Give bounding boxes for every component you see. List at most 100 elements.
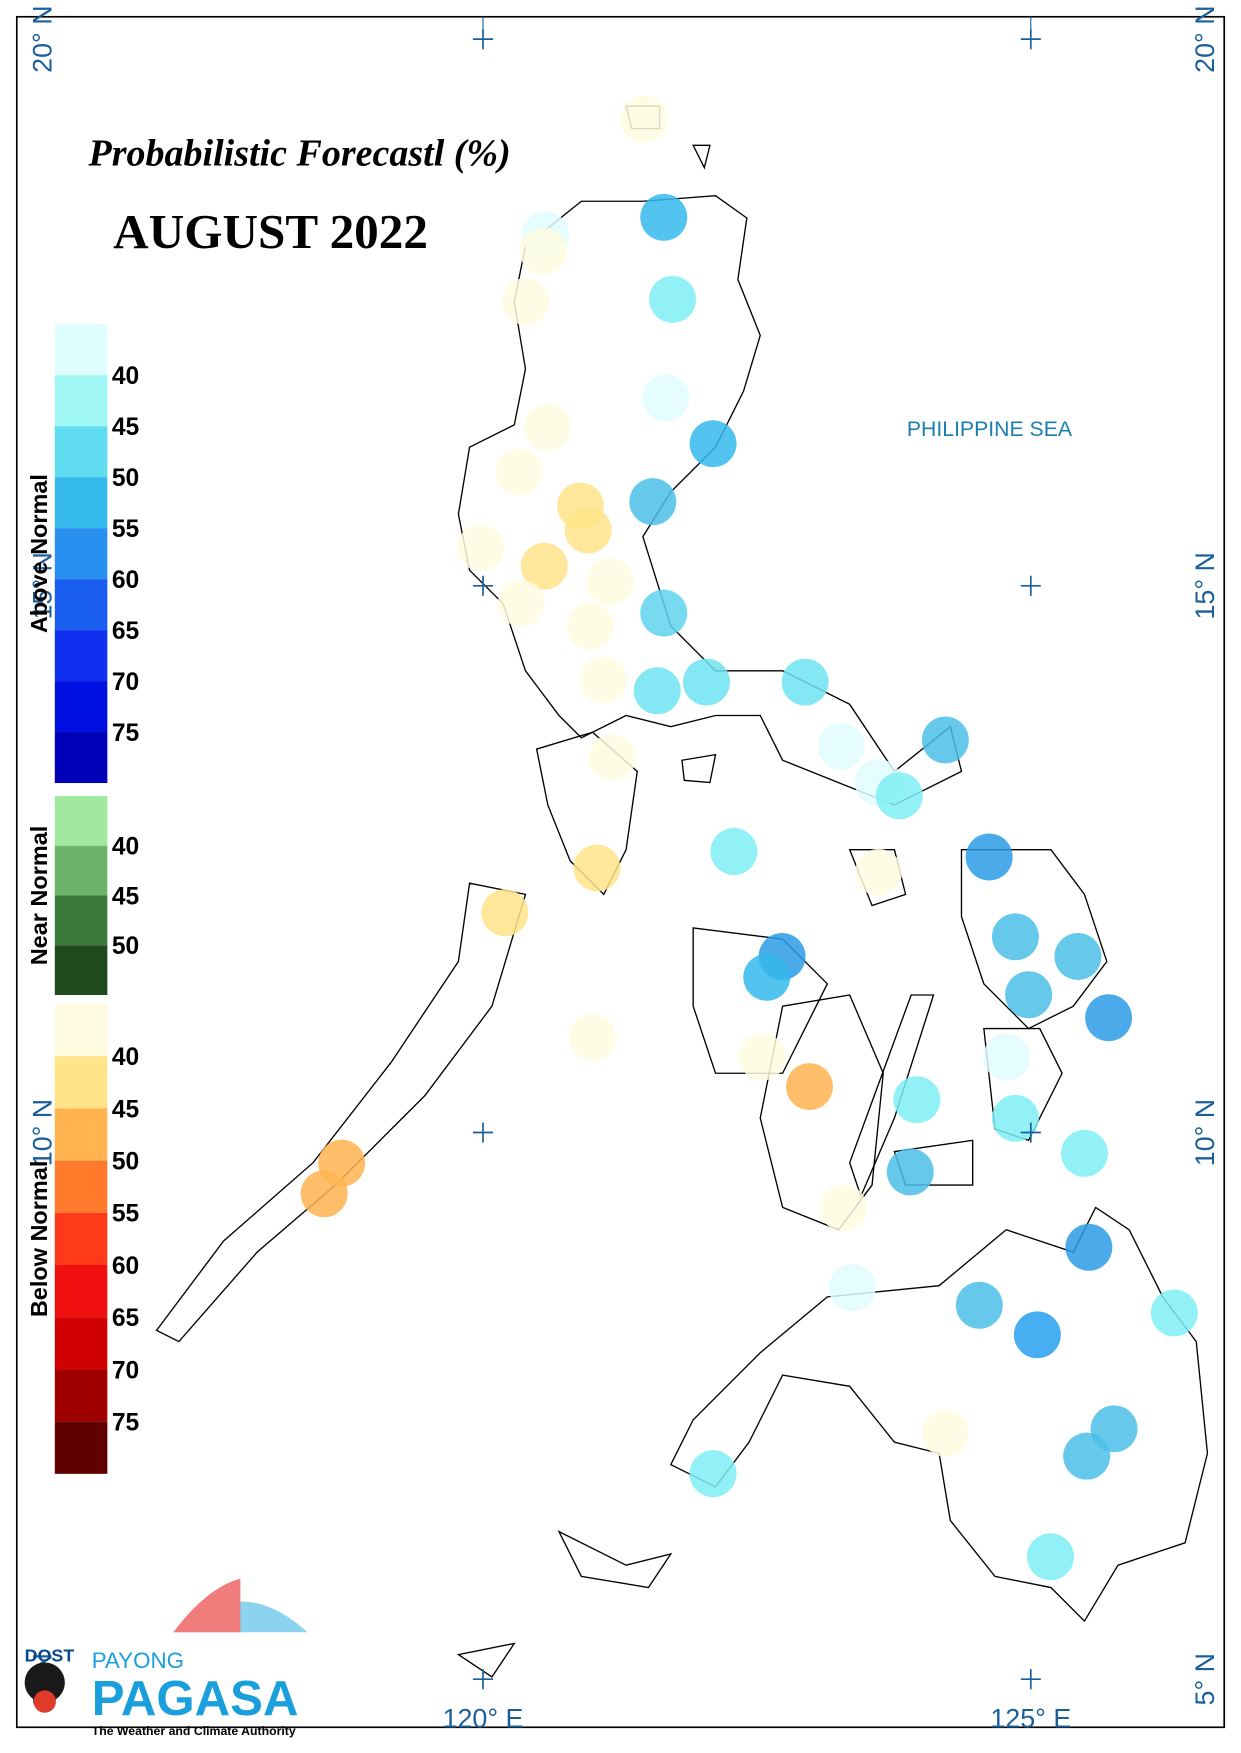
legend-swatch	[54, 1264, 108, 1318]
legend-group-title: Above Normal	[26, 474, 52, 633]
station	[564, 506, 612, 554]
station	[620, 95, 668, 143]
legend-swatch	[54, 1160, 108, 1213]
station	[781, 658, 829, 706]
logo-brand-top: PAYONG	[92, 1648, 184, 1673]
legend-label: 45	[112, 883, 139, 910]
legend-swatch	[54, 579, 108, 631]
legend-swatch	[54, 1369, 108, 1422]
legend-label: 70	[112, 669, 139, 696]
grid-cross	[472, 575, 494, 596]
y-tick-label: 15° N	[1190, 552, 1220, 619]
legend-swatch	[54, 477, 108, 529]
station	[1150, 1289, 1198, 1337]
station	[300, 1170, 348, 1218]
stations	[300, 95, 1198, 1581]
legend-swatch	[54, 1108, 108, 1161]
logo-emblem-center	[33, 1690, 56, 1713]
station	[1005, 971, 1053, 1019]
legend: 40 45 50 55 60 65 70 75 Above Normal 40 45 50 Near N…	[26, 324, 139, 1474]
legend-label: 50	[112, 1149, 139, 1176]
station	[502, 278, 550, 326]
station	[921, 1409, 969, 1457]
station	[640, 589, 688, 637]
logo-brand: PAGASA	[92, 1671, 299, 1726]
logo-tagline: The Weather and Climate Authority	[92, 1724, 296, 1738]
station	[1063, 1432, 1111, 1480]
y-tick-label: 10° N	[1190, 1099, 1220, 1166]
station	[519, 227, 567, 275]
legend-label: 60	[112, 1253, 139, 1280]
station	[633, 667, 681, 715]
station	[573, 844, 621, 892]
legend-label: 50	[112, 933, 139, 960]
logo-emblem	[24, 1662, 65, 1703]
legend-label: 45	[112, 414, 139, 441]
legend-swatch	[54, 1212, 108, 1265]
station	[689, 1450, 737, 1498]
station	[1013, 1311, 1061, 1359]
legend-swatch	[54, 630, 108, 682]
station	[786, 1063, 833, 1111]
legend-swatch	[54, 1003, 108, 1057]
station	[817, 723, 865, 771]
legend-label: 45	[112, 1096, 139, 1123]
legend-label: 75	[112, 720, 139, 747]
legend-label: 75	[112, 1410, 139, 1437]
logo-umbrella-left	[173, 1578, 241, 1633]
grid-cross	[1020, 1669, 1041, 1690]
y-tick-label: 15° N	[27, 552, 57, 619]
graticule: 120° E 125° E 20° N 20° N 15° N 15° N 10° N 10°…	[27, 5, 1220, 1733]
station	[689, 420, 737, 468]
legend-swatch	[54, 796, 108, 846]
station	[893, 1076, 941, 1124]
logo-agency: DOST	[25, 1645, 75, 1665]
legend-group-title: Below Normal	[26, 1161, 52, 1318]
station	[886, 1148, 934, 1196]
station	[497, 579, 545, 627]
y-tick-label: 20° N	[1190, 5, 1220, 72]
frame	[15, 15, 1226, 1729]
legend-label: 70	[112, 1357, 139, 1384]
station	[743, 953, 791, 1001]
y-tick-label: 20° N	[27, 5, 57, 72]
station	[1061, 1129, 1108, 1177]
x-tick-label: 120° E	[443, 1703, 524, 1733]
station	[566, 602, 614, 650]
legend-label: 65	[112, 1305, 139, 1332]
station	[855, 848, 902, 896]
legend-label: 55	[112, 516, 139, 543]
station	[580, 656, 627, 704]
map-subtitle: AUGUST 2022	[113, 204, 428, 259]
legend-label: 55	[112, 1201, 139, 1228]
station	[683, 658, 730, 706]
station	[642, 374, 690, 422]
station	[1027, 1533, 1074, 1581]
legend-swatch	[54, 681, 108, 733]
grid-cross	[1020, 1122, 1041, 1143]
legend-swatch	[54, 845, 108, 896]
sea-label: PHILIPPINE SEA	[907, 417, 1073, 441]
legend-swatch	[54, 1421, 108, 1474]
legend-swatch	[54, 1317, 108, 1370]
legend-swatch	[54, 945, 108, 996]
station	[520, 542, 568, 590]
legend-swatch	[54, 375, 108, 427]
y-tick-label: 5° N	[1190, 1653, 1220, 1705]
station	[629, 478, 677, 526]
legend-swatch	[54, 426, 108, 478]
station	[495, 448, 543, 496]
legend-swatch	[54, 1056, 108, 1109]
station	[481, 889, 529, 937]
station	[569, 1013, 617, 1061]
station	[738, 1033, 786, 1081]
x-tick-label: 125° E	[990, 1703, 1071, 1733]
legend-label: 50	[112, 465, 139, 492]
station	[921, 716, 969, 764]
grid-cross	[472, 1669, 494, 1690]
station	[457, 524, 505, 572]
station	[649, 275, 697, 323]
legend-label: 40	[112, 834, 139, 861]
station	[955, 1281, 1003, 1329]
station	[588, 734, 636, 781]
